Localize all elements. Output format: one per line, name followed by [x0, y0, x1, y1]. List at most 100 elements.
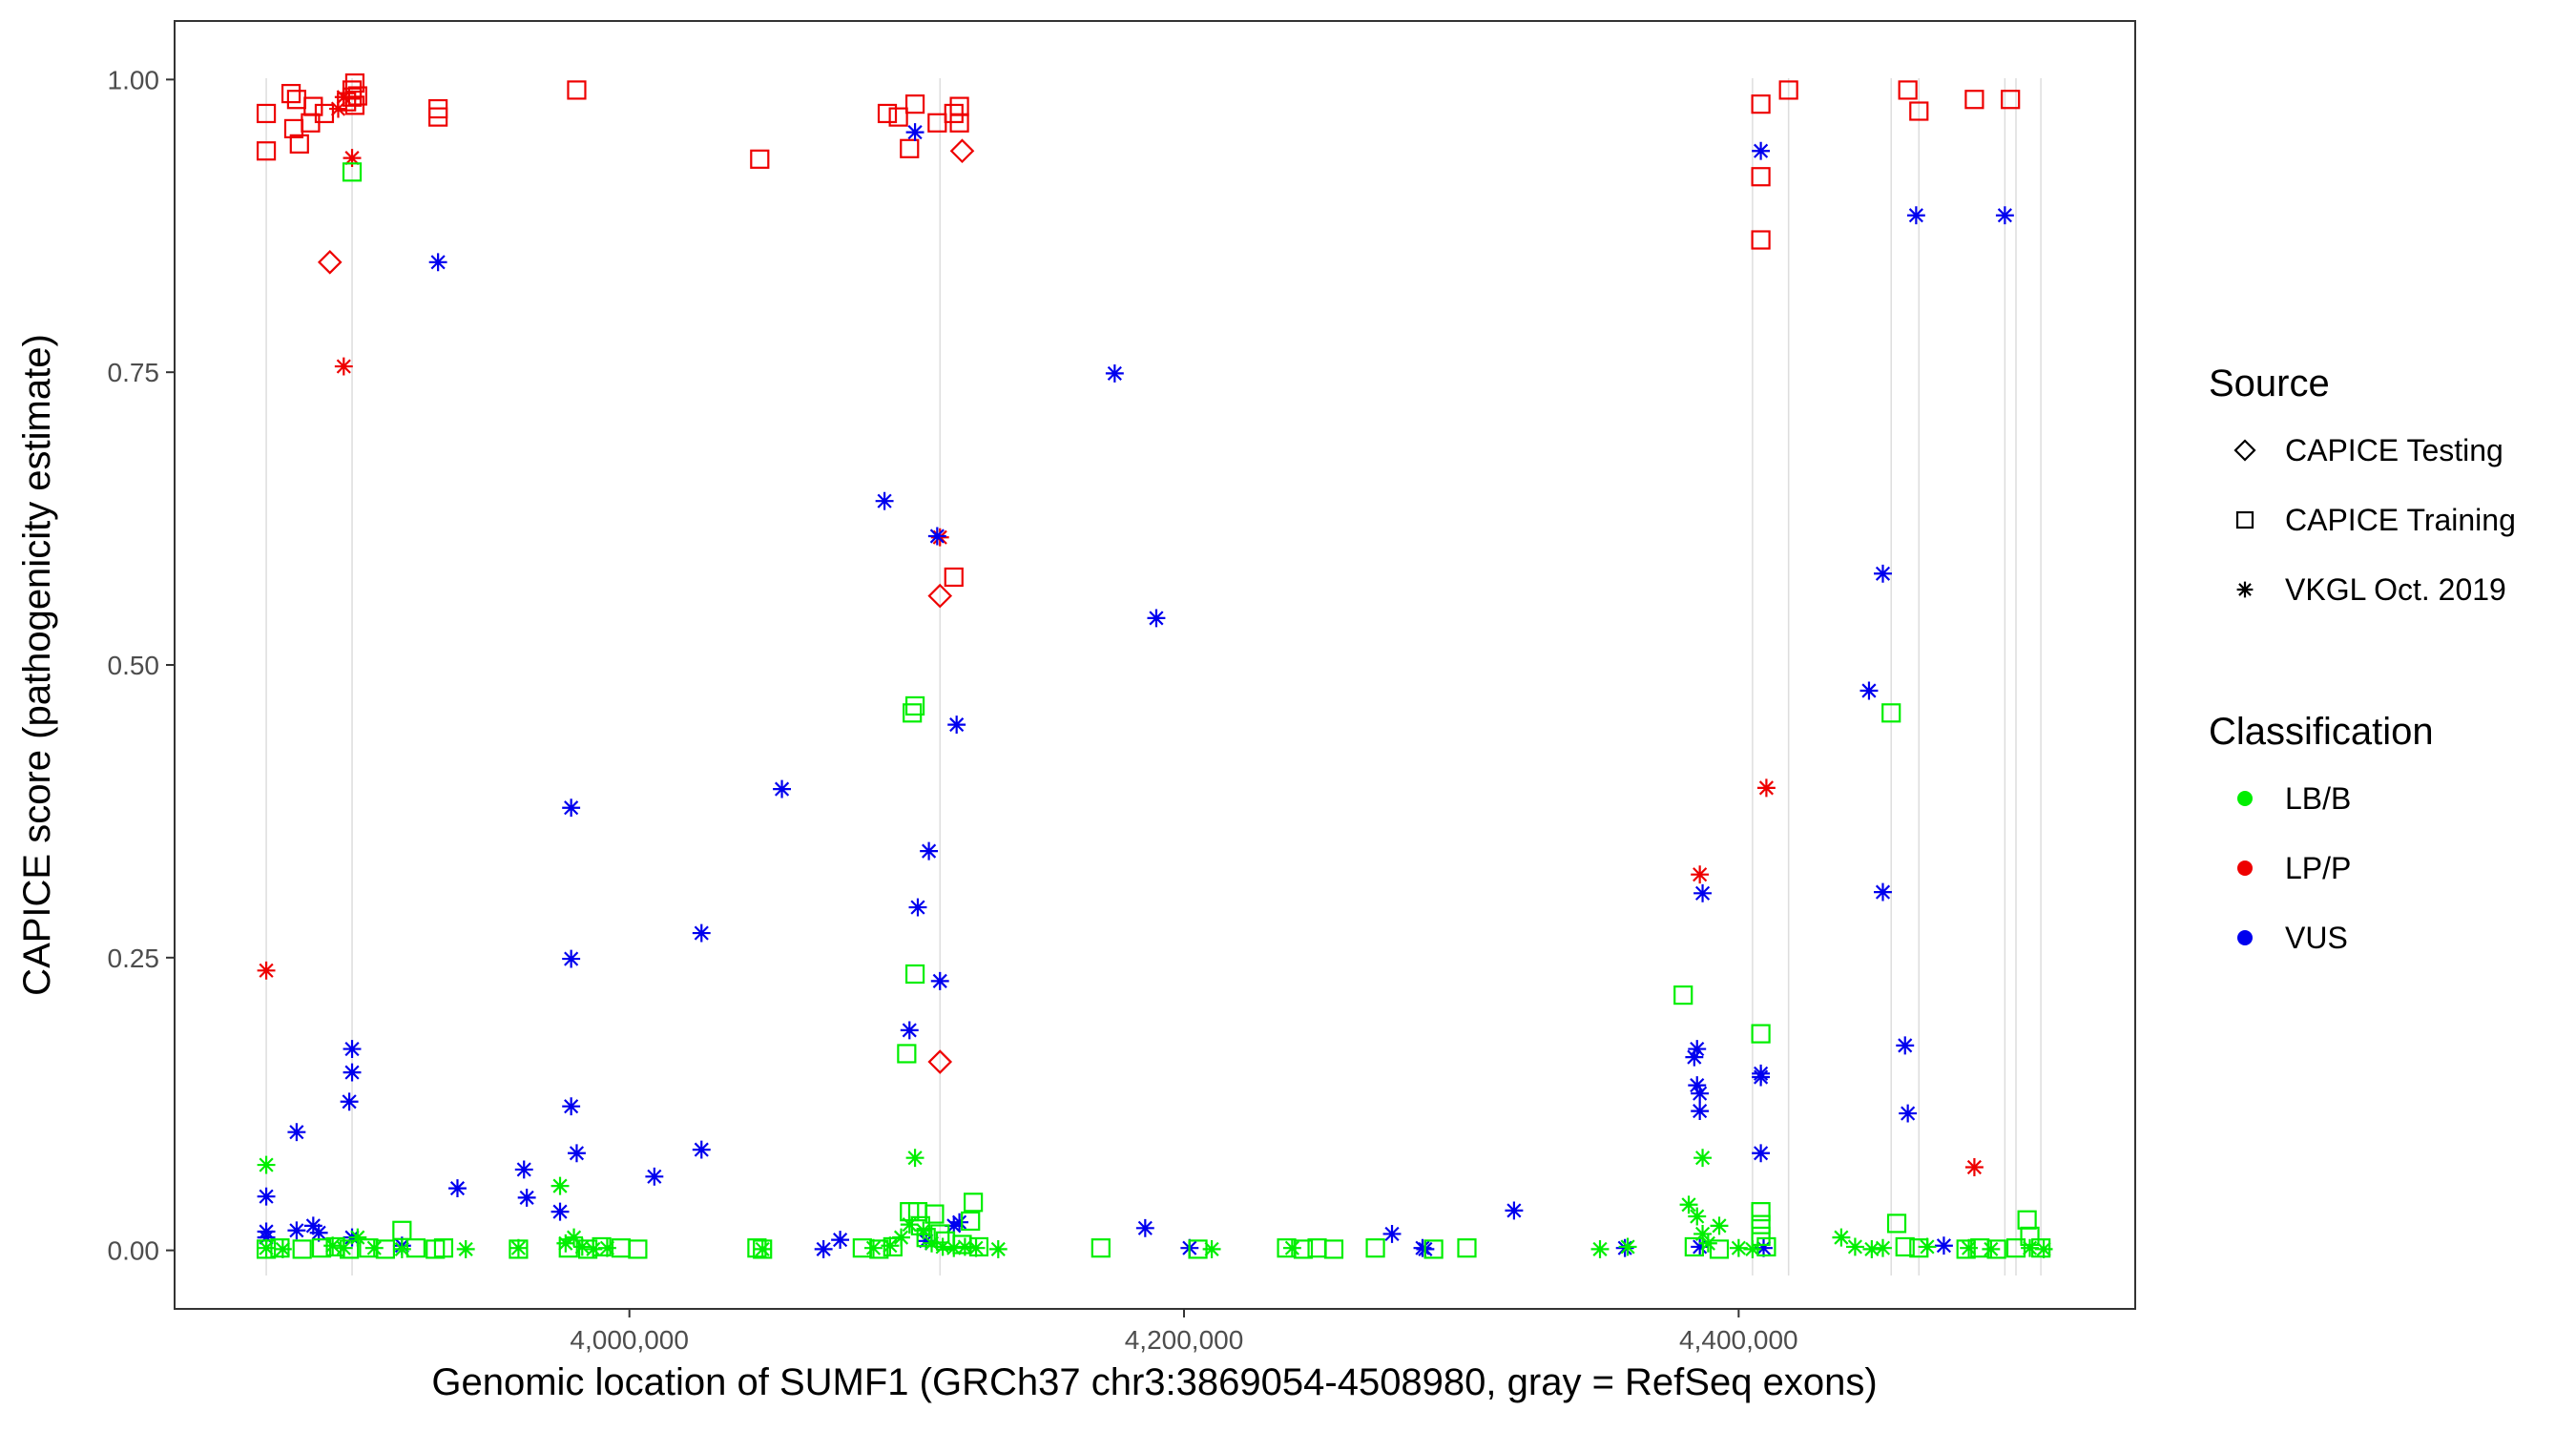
data-point-square	[1964, 90, 1984, 110]
data-point-asterisk	[456, 1239, 475, 1258]
data-point-asterisk	[334, 88, 353, 107]
data-point-asterisk-shape	[348, 1228, 367, 1247]
data-point-asterisk	[1874, 1238, 1892, 1257]
data-point-asterisk-shape	[334, 357, 353, 376]
data-point-asterisk-shape	[1960, 1238, 1979, 1257]
data-point-asterisk	[881, 1236, 900, 1255]
data-point-asterisk	[428, 253, 447, 272]
data-point-asterisk-shape	[930, 971, 949, 990]
data-point-asterisk-shape	[257, 961, 276, 980]
data-point-asterisk-shape	[1729, 1238, 1748, 1257]
data-point-square-shape	[750, 149, 770, 169]
data-point-asterisk-shape	[343, 149, 362, 168]
legend-key-diamond-shape	[2233, 439, 2256, 462]
data-point-square	[1956, 1239, 1976, 1259]
data-point-asterisk-shape	[1874, 564, 1892, 583]
data-point-asterisk-shape	[917, 1232, 936, 1251]
data-point-asterisk	[1413, 1238, 1432, 1257]
data-point-diamond-shape	[927, 1049, 953, 1074]
data-point-square-shape	[1956, 1239, 1976, 1259]
data-point-square-shape	[1751, 230, 1771, 250]
data-point-asterisk	[329, 99, 347, 118]
data-point-square	[1365, 1238, 1385, 1258]
data-point-asterisk-shape	[273, 1239, 292, 1258]
legend-source-label: VKGL Oct. 2019	[2285, 572, 2506, 607]
data-point-diamond	[927, 1049, 953, 1074]
data-point-square	[256, 141, 277, 161]
data-point-square	[1323, 1239, 1344, 1259]
data-point-asterisk	[1899, 1104, 1918, 1123]
data-point-asterisk	[562, 798, 581, 818]
data-point-square-shape	[1673, 985, 1693, 1006]
data-point-diamond	[949, 138, 975, 164]
data-point-asterisk	[1755, 1238, 1773, 1257]
data-point-asterisk	[1135, 1218, 1154, 1237]
y-axis: 0.00 0.25 0.50 0.75 1.00	[108, 65, 175, 1266]
data-point-asterisk-shape	[343, 1063, 362, 1082]
data-point-square	[392, 1220, 412, 1240]
data-point-asterisk-shape	[1282, 1238, 1301, 1257]
data-point-asterisk-shape	[309, 1223, 328, 1242]
data-point-square-shape	[292, 1239, 312, 1259]
data-point-asterisk-shape	[1845, 1237, 1864, 1256]
data-point-asterisk	[1691, 1102, 1710, 1121]
data-point-square-shape	[1756, 1236, 1776, 1257]
x-tick-label: 4,000,000	[570, 1325, 689, 1355]
data-point-square	[1457, 1238, 1477, 1258]
data-point-asterisk	[343, 1040, 362, 1058]
data-point-asterisk-shape	[556, 1234, 575, 1253]
data-point-square-shape	[2001, 90, 2021, 110]
data-point-square-shape	[303, 96, 323, 116]
data-point-asterisk	[930, 528, 949, 547]
data-point-asterisk	[334, 357, 353, 376]
data-point-asterisk-shape	[257, 1228, 276, 1247]
data-point-square	[280, 83, 301, 104]
data-point-square	[877, 103, 898, 124]
data-point-asterisk	[927, 527, 946, 546]
data-point-square-shape	[628, 1239, 648, 1259]
legend-source-label: CAPICE Testing	[2285, 433, 2503, 467]
data-point-square-shape	[964, 1192, 984, 1213]
data-point-diamond-shape	[927, 583, 953, 609]
data-point-square-shape	[961, 1211, 981, 1232]
data-point-asterisk-shape	[1906, 206, 1925, 225]
data-point-asterisk-shape	[1710, 1216, 1729, 1235]
data-point-asterisk	[966, 1238, 986, 1257]
data-point-square-shape	[344, 73, 365, 93]
data-point-square	[342, 162, 363, 182]
data-point-asterisk	[562, 1097, 581, 1116]
data-point-square-shape	[1964, 90, 1984, 110]
data-point-asterisk	[343, 149, 362, 168]
data-point-square	[1881, 703, 1901, 723]
data-point-asterisk	[955, 1237, 974, 1256]
data-point-asterisk	[1688, 1207, 1707, 1226]
data-point-asterisk	[323, 1236, 343, 1255]
data-point-square	[904, 695, 925, 716]
data-point-square-shape	[1886, 1213, 1907, 1234]
data-point-asterisk	[517, 1188, 536, 1207]
data-point-asterisk	[773, 779, 792, 798]
data-point-asterisk-shape	[1688, 1207, 1707, 1226]
data-point-asterisk-shape	[1982, 1239, 2001, 1258]
data-point-asterisk	[1982, 1239, 2001, 1258]
data-point-diamond-shape	[317, 250, 343, 275]
data-point-asterisk	[1845, 1237, 1864, 1256]
data-point-asterisk-shape	[1688, 1040, 1707, 1058]
data-point-square-shape	[567, 80, 587, 100]
data-point-square	[961, 1211, 981, 1232]
data-point-asterisk	[905, 1149, 924, 1168]
data-point-square	[1778, 80, 1798, 100]
data-point-asterisk-shape	[966, 1238, 986, 1257]
data-point-square-shape	[747, 1238, 767, 1258]
data-point-asterisk	[514, 1160, 533, 1179]
data-point-asterisk-shape	[914, 1221, 933, 1240]
data-point-asterisk-shape	[930, 528, 949, 547]
data-point-diamond-shape	[949, 138, 975, 164]
data-point-square	[904, 964, 925, 985]
legend-key-asterisk-shape	[2236, 581, 2254, 598]
data-point-asterisk-shape	[692, 1140, 711, 1159]
data-point-asterisk-shape	[448, 1179, 467, 1198]
data-point-asterisk	[914, 1221, 933, 1240]
data-point-asterisk	[1874, 564, 1892, 583]
